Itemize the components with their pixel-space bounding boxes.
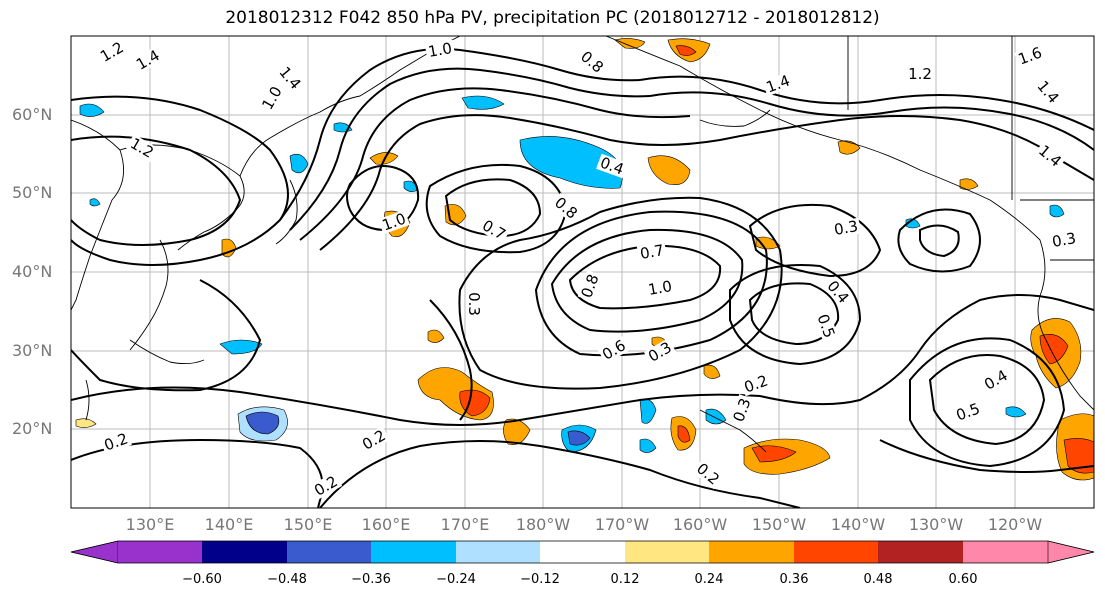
contour-label-background xyxy=(692,458,724,490)
contour-label-background xyxy=(274,62,306,94)
pv-contours xyxy=(71,47,1094,508)
lon-label-150e: 150°E xyxy=(283,515,333,534)
colorbar xyxy=(70,540,1095,564)
contour-label: 1.0 xyxy=(647,277,674,299)
figure-title: 2018012312 F042 850 hPa PV, precipitatio… xyxy=(225,8,880,28)
contour-label-background xyxy=(477,216,511,244)
contour-label: 1.2 xyxy=(908,65,932,83)
lat-label-50n: 50°N xyxy=(12,183,53,202)
colorbar-segment xyxy=(878,541,963,563)
colorbar-extend-max xyxy=(1047,540,1095,564)
contour-label-background xyxy=(952,399,984,425)
contour-label-background xyxy=(830,217,862,239)
colorbar-outline xyxy=(70,540,1095,564)
colorbar-segment xyxy=(540,541,625,563)
lat-label-20n: 20°N xyxy=(12,419,53,438)
contour-label-background xyxy=(729,394,755,426)
contour-label-background xyxy=(1048,229,1080,251)
contour-label-background xyxy=(906,66,934,82)
lat-label-60n: 60°N xyxy=(12,105,53,124)
colorbar-tick-label: −0.12 xyxy=(520,572,560,587)
contour-label: 1.0 xyxy=(427,39,454,61)
contour-label-background xyxy=(424,39,456,61)
lon-label-120w: 120°W xyxy=(987,515,1043,534)
colorbar-segment xyxy=(963,541,1048,563)
contour-label: 0.7 xyxy=(639,241,666,263)
lon-label-170e: 170°E xyxy=(440,515,490,534)
lon-label-150w: 150°W xyxy=(751,515,807,534)
colorbar-tick-label: 0.12 xyxy=(610,572,640,587)
contour-label-background xyxy=(597,336,631,364)
colorbar-tick-label: 0.24 xyxy=(694,572,724,587)
contour-label-background xyxy=(131,46,165,74)
map-area: 1.2 1.41.01.41.21.0 0.81.4 1.21.61.41.40.40… xyxy=(71,36,1094,508)
contour-label: 0.3 xyxy=(833,217,860,239)
lon-label-140e: 140°E xyxy=(204,515,254,534)
colorbar-tick-label: −0.24 xyxy=(436,572,476,587)
contour-label-background xyxy=(95,38,129,66)
contour-label-background xyxy=(357,426,391,454)
precip-negative-shading xyxy=(79,95,1065,453)
contour-label-background xyxy=(1014,43,1046,69)
contour-label-background xyxy=(466,290,482,318)
contour-label-background xyxy=(636,241,668,263)
contour-label-background xyxy=(309,472,343,500)
colorbar-segment xyxy=(202,541,287,563)
lon-label-160e: 160°E xyxy=(361,515,411,534)
colorbar-tick-label: 0.36 xyxy=(779,572,809,587)
colorbar-tick-label: −0.48 xyxy=(267,572,307,587)
contour-label: 0.3 xyxy=(465,292,483,316)
colorbar-segment xyxy=(794,541,878,563)
lon-label-170w: 170°W xyxy=(594,515,650,534)
colorbar-segment xyxy=(456,541,540,563)
colorbar-tick-label: −0.36 xyxy=(351,572,391,587)
colorbar-tick-label: 0.48 xyxy=(863,572,893,587)
contour-label-background xyxy=(979,366,1013,394)
contour-label-background xyxy=(125,134,159,162)
contour-label-background xyxy=(740,371,772,397)
lon-label-130w: 130°W xyxy=(908,515,964,534)
colorbar-segment xyxy=(371,541,456,563)
contour-label-background xyxy=(643,338,677,366)
colorbar-tick-label: −0.60 xyxy=(182,572,222,587)
contour-label-background xyxy=(100,429,132,455)
contour-label-background xyxy=(822,276,854,308)
contour-label-background xyxy=(378,209,410,235)
colorbar-segment xyxy=(118,541,202,563)
lon-label-180w: 180°W xyxy=(515,515,571,534)
contour-label-background xyxy=(813,310,839,342)
lon-label-160w: 160°W xyxy=(672,515,728,534)
contour-label-background xyxy=(762,71,794,97)
lon-label-130e: 130°E xyxy=(125,515,175,534)
contour-label: 0.3 xyxy=(1051,229,1078,251)
contour-label-background xyxy=(596,153,628,179)
map-frame xyxy=(70,35,1095,509)
contour-label-background xyxy=(258,81,286,115)
contour-label-background xyxy=(577,270,603,302)
colorbar-tick-label: 0.60 xyxy=(948,572,978,587)
contour-label-background xyxy=(1032,76,1064,108)
lat-label-40n: 40°N xyxy=(12,262,53,281)
contour-label-background xyxy=(550,192,582,224)
colorbar-segment xyxy=(287,541,371,563)
colorbar-segment xyxy=(625,541,709,563)
contour-label-background xyxy=(1034,140,1066,172)
contour-label-background xyxy=(576,46,608,78)
coastlines xyxy=(71,36,1094,453)
colorbar-extend-min xyxy=(70,540,119,564)
contour-label-background xyxy=(644,277,676,299)
lat-label-30n: 30°N xyxy=(12,341,53,360)
colorbar-segment xyxy=(709,541,794,563)
lon-label-140w: 140°W xyxy=(830,515,886,534)
